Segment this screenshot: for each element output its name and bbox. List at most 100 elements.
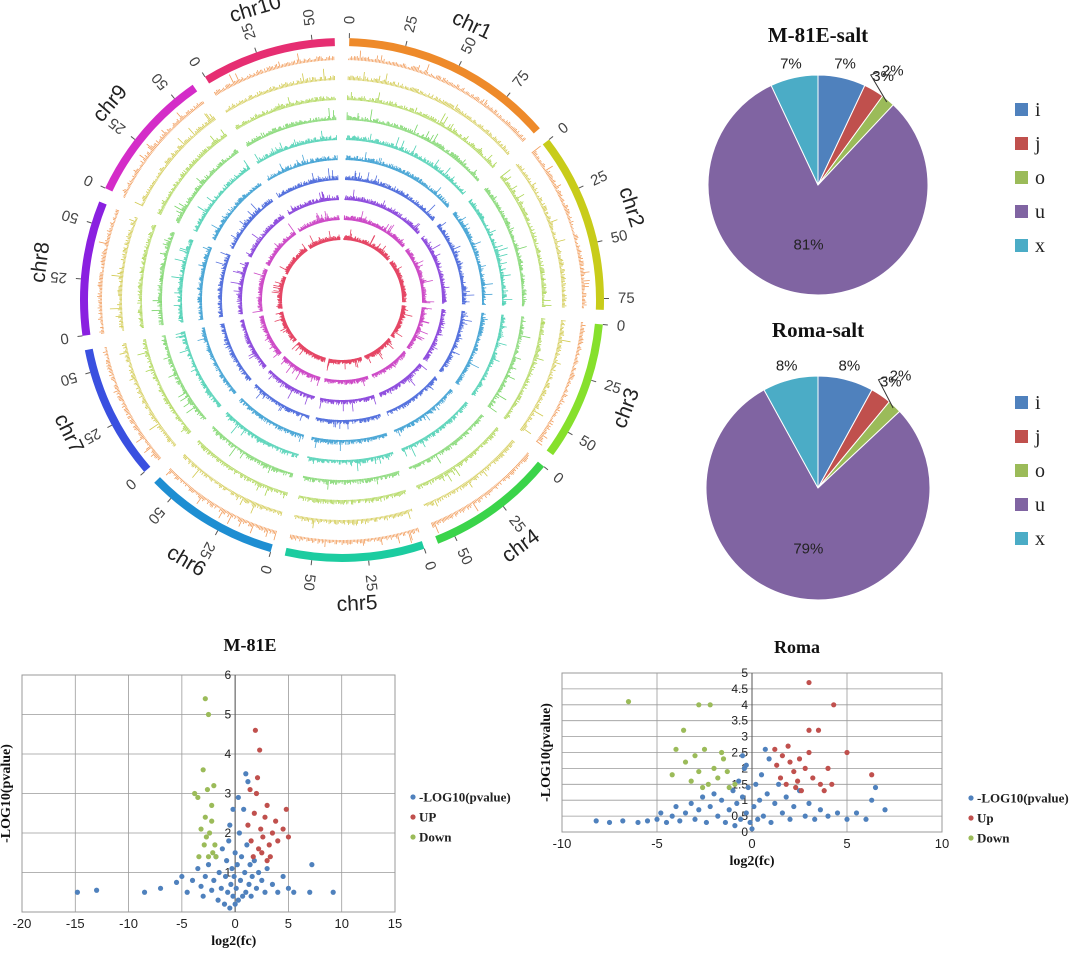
data-point [211,877,217,884]
data-point [779,810,786,816]
data-point [783,781,789,787]
data-point [236,830,243,836]
data-point [768,819,774,826]
data-point [235,794,241,801]
data-point [74,889,81,895]
data-point [200,767,206,773]
data-point [700,794,706,800]
data-point [669,813,675,819]
data-point [211,783,217,789]
signal-track [423,439,516,507]
y-tick-label: 1.5 [731,777,748,791]
chromosome-tick-label: 25 [505,512,529,536]
signal-track [294,508,413,529]
legend-swatch [1015,103,1028,116]
x-tick-label: 15 [388,916,402,931]
chromosome-tick-label: 0 [555,119,572,138]
data-point [264,858,270,864]
data-point [791,803,797,810]
data-point [141,889,148,895]
data-point [726,807,732,813]
data-point [205,854,212,860]
chromosome-arc-chr6 [154,477,273,553]
signal-track [401,401,469,457]
data-point [764,791,770,797]
chromosome-tick [214,530,219,536]
data-point [787,759,793,765]
data-point [692,816,698,822]
x-tick-label: 10 [334,916,348,931]
data-point [245,822,251,828]
signal-track [503,318,546,420]
data-point [707,702,713,708]
data-point [669,772,675,778]
scatter-title: Roma [774,637,820,657]
legend-label: j [1034,133,1041,155]
signal-track [197,440,288,499]
data-point [249,873,255,880]
signal-track [161,335,207,420]
signal-track [267,369,316,405]
signal-track [137,224,157,329]
chromosome-arc-chr7 [84,348,151,472]
data-point [700,784,706,791]
pie-data-label: 7% [834,55,856,72]
data-point [732,823,738,829]
signal-track [307,451,394,472]
data-point [269,830,276,836]
pie-data-label: 2% [882,62,904,79]
legend-swatch [1015,137,1028,150]
legend-label: i [1035,99,1041,121]
signal-track [254,383,310,421]
y-tick-label: 1 [224,866,231,880]
legend-label: u [1035,201,1045,223]
pie-slice-u [707,84,929,296]
signal-track [212,426,294,478]
chromosome-tick-label: 0 [256,563,275,576]
signal-track [499,169,552,307]
pie-title: M-81E-salt [768,23,868,47]
data-point [739,753,746,759]
data-point [644,818,651,824]
y-axis-label: -LOG10(pvalue) [539,703,554,802]
signal-track [239,319,267,370]
data-point [200,893,206,899]
signal-track [183,454,283,517]
pie-data-label: 7% [780,55,802,72]
signal-track [416,426,499,490]
data-point [233,885,239,891]
legend-swatch [1015,464,1028,477]
chromosome-tick [100,185,106,189]
data-point [173,879,180,885]
chromosome-tick [107,424,113,428]
data-point [285,885,292,891]
y-tick-label: 3.5 [731,714,748,728]
x-tick-label: -10 [553,836,572,851]
data-point [812,816,818,822]
data-point [743,810,749,816]
data-point [863,816,869,822]
signal-track [324,375,369,387]
signal-track [346,109,480,182]
legend-label: x [1035,528,1045,550]
legend-swatch [1015,498,1028,511]
data-point [285,834,292,840]
pie-data-label: 2% [890,367,912,384]
data-point [736,778,742,784]
legend-label: j [1034,426,1041,448]
data-point [682,810,689,816]
data-point [251,810,257,816]
signal-track [193,160,251,232]
chromosome-tick [543,466,549,471]
chromosome-tick-label: 50 [148,70,172,94]
legend-label: Down [977,831,1010,846]
signal-track [157,129,228,215]
x-tick-label: -10 [119,916,138,931]
signal-track [230,261,250,315]
y-tick-label: 3 [224,787,231,801]
data-point [688,800,694,806]
data-point [244,842,250,848]
data-point [806,800,812,806]
data-point [747,819,753,826]
